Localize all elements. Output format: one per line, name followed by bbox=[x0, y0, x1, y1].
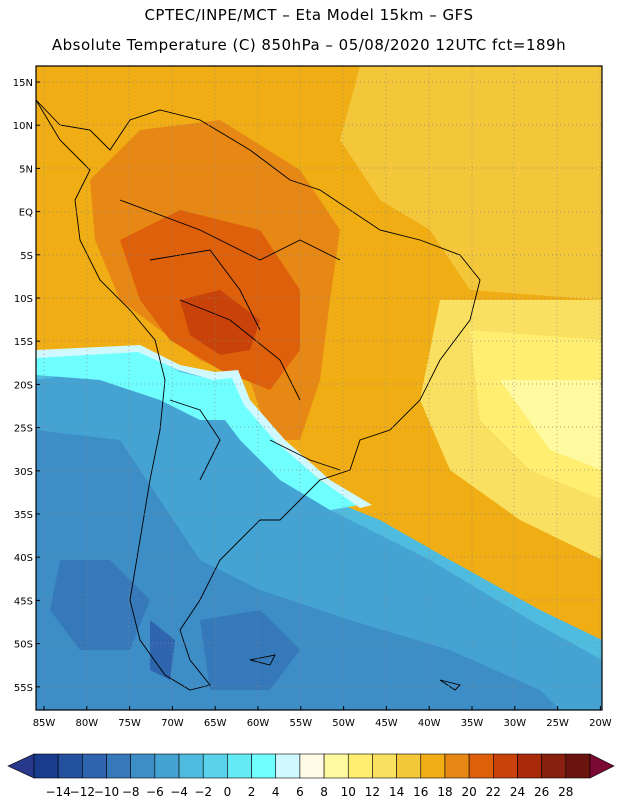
colorbar-end-low bbox=[7, 753, 35, 779]
colorbar-swatch bbox=[444, 753, 470, 779]
colorbar-label: 20 bbox=[461, 785, 476, 799]
lon-label-45w: 45W bbox=[375, 718, 398, 729]
colorbar-swatch bbox=[130, 753, 156, 779]
colorbar-swatch bbox=[541, 753, 567, 779]
lat-label-10n: 10N bbox=[13, 121, 33, 132]
colorbar-label: 10 bbox=[341, 785, 356, 799]
colorbar-label: −4 bbox=[170, 785, 188, 799]
lon-label-35w: 35W bbox=[461, 718, 484, 729]
colorbar-label: 16 bbox=[413, 785, 428, 799]
colorbar-swatch bbox=[275, 753, 301, 779]
lat-label-45s: 45S bbox=[14, 596, 33, 607]
colorbar-label: 28 bbox=[558, 785, 573, 799]
colorbar-label: −6 bbox=[146, 785, 164, 799]
lat-label-5n: 5N bbox=[19, 164, 33, 175]
colorbar-swatch bbox=[106, 753, 131, 779]
colorbar-swatch bbox=[82, 753, 107, 779]
colorbar-label: 0 bbox=[224, 785, 232, 799]
colorbar-label: 22 bbox=[486, 785, 501, 799]
colorbar-swatch bbox=[565, 753, 591, 779]
colorbar-label: 12 bbox=[365, 785, 380, 799]
colorbar-swatch bbox=[154, 753, 180, 779]
lon-label-40w: 40W bbox=[418, 718, 441, 729]
colorbar: −14−12−10 −8 −6 −4 −2 0 2 4 6 8 10 12 14 16 18 20 22 24 26… bbox=[7, 753, 615, 799]
lon-label-60w: 60W bbox=[247, 718, 270, 729]
lat-label-20s: 20S bbox=[14, 380, 33, 391]
colorbar-swatch bbox=[396, 753, 422, 779]
lon-label-85w: 85W bbox=[33, 718, 56, 729]
colorbar-swatch bbox=[33, 753, 59, 779]
lat-label-40s: 40S bbox=[14, 553, 33, 564]
lon-label-55w: 55W bbox=[289, 718, 312, 729]
lat-label-25s: 25S bbox=[14, 424, 33, 435]
colorbar-swatch bbox=[202, 753, 228, 779]
colorbar-label: 8 bbox=[320, 785, 328, 799]
colorbar-swatch bbox=[372, 753, 397, 779]
lon-label-70w: 70W bbox=[161, 718, 184, 729]
colorbar-label: 2 bbox=[248, 785, 256, 799]
colorbar-label: −8 bbox=[122, 785, 140, 799]
temperature-field bbox=[36, 66, 602, 710]
lon-label-80w: 80W bbox=[75, 718, 98, 729]
colorbar-label: 6 bbox=[296, 785, 304, 799]
lon-label-65w: 65W bbox=[204, 718, 227, 729]
longitude-labels: 85W 80W 75W 70W 65W 60W 55W 50W 45W 40W 35W 30W 25W 2… bbox=[33, 706, 612, 729]
lat-label-5s: 5S bbox=[20, 251, 33, 262]
colorbar-swatch bbox=[57, 753, 83, 779]
colorbar-swatch bbox=[323, 753, 349, 779]
plot-frame bbox=[35, 65, 603, 711]
lon-label-25w: 25W bbox=[546, 718, 569, 729]
colorbar-label: −10 bbox=[94, 785, 119, 799]
lat-label-15s: 15S bbox=[14, 337, 33, 348]
lat-label-50s: 50S bbox=[14, 640, 33, 651]
colorbar-label: 18 bbox=[437, 785, 452, 799]
colorbar-swatch bbox=[227, 753, 252, 779]
lon-label-20w: 20W bbox=[589, 718, 612, 729]
colorbar-label: 24 bbox=[510, 785, 525, 799]
colorbar-label: 26 bbox=[534, 785, 549, 799]
colorbar-swatch bbox=[493, 753, 518, 779]
lon-label-75w: 75W bbox=[118, 718, 141, 729]
lat-label-55s: 55S bbox=[14, 683, 33, 694]
lat-label-eq: EQ bbox=[19, 208, 33, 219]
colorbar-label: −12 bbox=[70, 785, 95, 799]
lat-label-30s: 30S bbox=[14, 467, 33, 478]
colorbar-label: −14 bbox=[46, 785, 71, 799]
lon-label-30w: 30W bbox=[503, 718, 526, 729]
colorbar-swatch bbox=[517, 753, 542, 779]
colorbar-label: 4 bbox=[272, 785, 280, 799]
map-title: CPTEC/INPE/MCT – Eta Model 15km – GFS bbox=[144, 6, 474, 24]
lat-label-15n: 15N bbox=[13, 78, 33, 89]
colorbar-swatch bbox=[468, 753, 494, 779]
map-subtitle: Absolute Temperature (C) 850hPa – 05/08/… bbox=[51, 36, 567, 54]
colorbar-label: 14 bbox=[389, 785, 404, 799]
colorbar-swatch bbox=[251, 753, 277, 779]
lat-label-10s: 10S bbox=[14, 294, 33, 305]
lat-label-35s: 35S bbox=[14, 510, 33, 521]
colorbar-label: −2 bbox=[194, 785, 212, 799]
colorbar-end-high bbox=[589, 753, 615, 779]
lon-label-50w: 50W bbox=[332, 718, 355, 729]
colorbar-swatch bbox=[347, 753, 373, 779]
colorbar-swatch bbox=[299, 753, 325, 779]
colorbar-swatch bbox=[178, 753, 204, 779]
colorbar-swatch bbox=[420, 753, 446, 779]
graticule bbox=[36, 66, 602, 710]
latitude-labels: 15N 10N 5N EQ 5S 10S 15S 20S 25S 30S 35S 40S 45S 50S 5… bbox=[13, 78, 40, 694]
